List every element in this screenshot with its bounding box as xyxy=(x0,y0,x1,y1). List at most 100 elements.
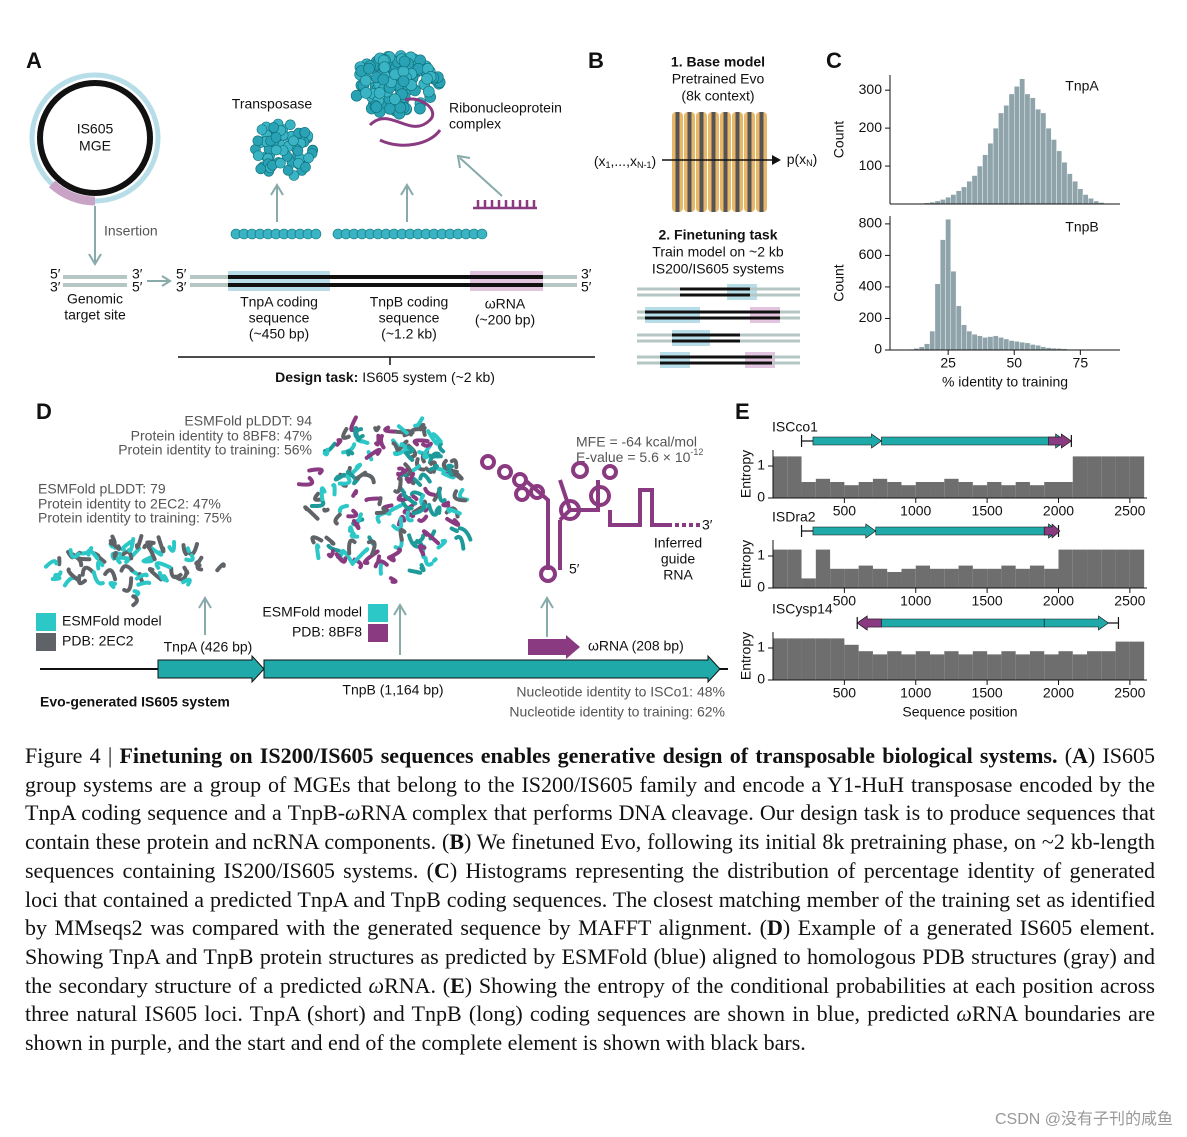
histogram-bar xyxy=(945,196,952,205)
panel-label: A xyxy=(26,48,42,73)
atom xyxy=(397,75,410,87)
histogram-bar xyxy=(1066,173,1073,205)
ribbon xyxy=(95,560,105,571)
histogram-bar xyxy=(950,270,957,351)
ribbon xyxy=(395,439,409,454)
text-run: E-value = 5.6 × 10 xyxy=(576,449,691,465)
rnp-label: complex xyxy=(449,116,501,132)
evo-core xyxy=(699,112,704,212)
entropy-bar xyxy=(987,482,1002,498)
ribbon xyxy=(346,508,359,519)
ribbon xyxy=(333,472,346,482)
entropy-bar xyxy=(901,568,916,588)
ribbon xyxy=(426,429,440,446)
histogram-bar xyxy=(998,337,1004,351)
ribbon xyxy=(167,539,177,553)
ribbon xyxy=(445,516,461,527)
caption-run: ω xyxy=(368,972,385,998)
evalue: E-value = 5.6 × 10-12 xyxy=(576,447,703,464)
histogram-bar xyxy=(1040,112,1047,205)
ribbon xyxy=(76,574,87,586)
watermark: CSDN @没有子刊的咸鱼 xyxy=(994,1111,1173,1128)
x-tick-label: 1500 xyxy=(972,685,1003,701)
caption-title: Finetuning on IS200/IS605 sequences enab… xyxy=(119,743,1058,768)
strand-end: 5′ xyxy=(132,279,143,295)
rna-backbone xyxy=(523,478,668,570)
ribbon xyxy=(322,507,330,513)
wrna-arrow xyxy=(528,635,580,659)
ribbon xyxy=(131,594,139,608)
histogram-bar xyxy=(966,181,973,205)
entropy-bar xyxy=(1115,641,1130,680)
finetune-text: Train model on ~2 kb xyxy=(652,244,784,260)
entropy-bar xyxy=(1029,651,1045,680)
entropy-bar xyxy=(1058,482,1073,498)
entropy-bar xyxy=(1072,654,1088,680)
tnpb-arrow xyxy=(875,523,1060,539)
ribbon xyxy=(360,472,376,485)
ribbon xyxy=(341,426,351,440)
ribbon xyxy=(337,473,352,486)
wrna-arrow xyxy=(1048,433,1072,449)
ribbon xyxy=(423,486,436,497)
wrna-label: (~200 bp) xyxy=(475,312,535,328)
caption-run: ) We finetuned Evo, following its initia… xyxy=(25,829,1155,883)
ribbon xyxy=(432,557,438,563)
ribbon xyxy=(43,559,59,569)
entropy-bar xyxy=(1001,565,1016,588)
entropy-bar xyxy=(1058,651,1073,680)
design-text: IS605 system (~2 kb) xyxy=(362,369,495,385)
caption-run: ) Example of a generated IS605 element. … xyxy=(25,915,1155,998)
ribbon xyxy=(326,543,341,553)
ribbon xyxy=(413,416,425,428)
ribbon xyxy=(407,568,423,575)
atom xyxy=(377,73,390,86)
ribbon xyxy=(449,458,459,470)
tnpb-arrow xyxy=(881,433,1067,449)
wrna-label: ωRNA (208 bp) xyxy=(588,638,684,654)
histogram-bar xyxy=(992,335,999,351)
arrow xyxy=(198,596,212,635)
insertion-label: Insertion xyxy=(104,223,158,239)
evo-core xyxy=(711,112,716,212)
y-tick-label: 300 xyxy=(859,81,883,97)
y-tick-label: 0 xyxy=(757,489,765,505)
y-tick-label: 1 xyxy=(757,547,765,563)
atom xyxy=(360,87,372,99)
atom xyxy=(288,135,299,147)
ribbon xyxy=(446,507,462,516)
entropy-bar xyxy=(1029,565,1045,588)
base-title: 1. Base model xyxy=(671,54,765,70)
entropy-bar xyxy=(944,651,959,680)
entropy-bar xyxy=(801,482,816,498)
ribbon xyxy=(337,503,349,514)
legend-swatch xyxy=(368,604,388,622)
ribbon xyxy=(142,543,157,562)
entropy-bar xyxy=(958,565,973,588)
entropy-bar xyxy=(872,568,888,588)
tnpb-arrow xyxy=(263,654,721,684)
entropy-bar xyxy=(1087,456,1102,498)
entropy-bar xyxy=(801,638,816,680)
tnpa-label: TnpA (426 bp) xyxy=(164,639,253,655)
ribbon xyxy=(364,496,380,503)
x-tick-label: 2500 xyxy=(1114,593,1145,609)
ribbon xyxy=(307,467,324,476)
entropy-bar xyxy=(858,482,873,498)
entropy-bar xyxy=(1087,549,1102,588)
entropy-bar xyxy=(844,568,859,588)
ribbon xyxy=(346,449,355,457)
entropy-bar xyxy=(830,638,845,680)
y-tick-label: 0 xyxy=(757,671,765,687)
entropy-bar xyxy=(844,644,859,680)
ribbon xyxy=(436,538,448,550)
ribbon xyxy=(335,438,343,447)
caption-run: RNA. ( xyxy=(384,972,451,998)
panel-label: D xyxy=(36,399,52,424)
guide-label: RNA xyxy=(663,567,693,583)
atom xyxy=(397,65,410,78)
y-tick-label: 100 xyxy=(859,157,883,173)
histogram-bar xyxy=(992,127,999,205)
ribbon xyxy=(326,549,335,559)
tnpa-region xyxy=(228,271,330,291)
